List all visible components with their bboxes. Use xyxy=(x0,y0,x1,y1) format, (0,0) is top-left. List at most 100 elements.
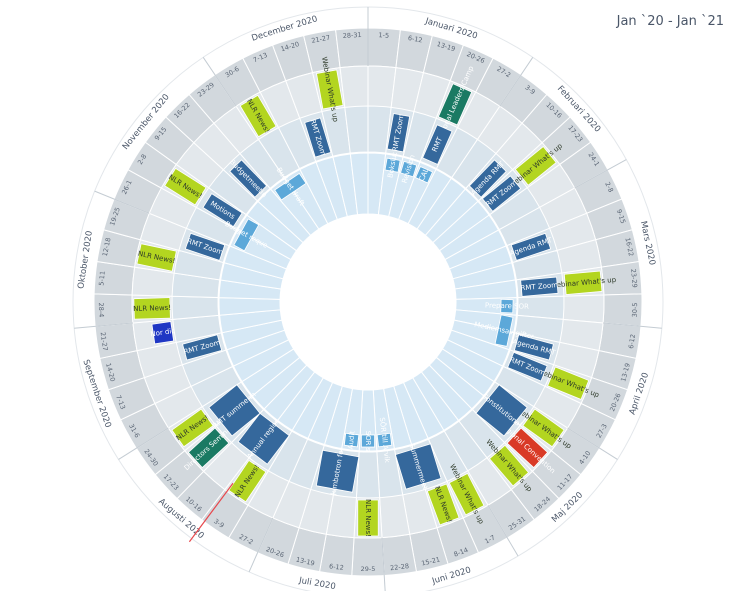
week-label: 6-12 xyxy=(329,562,345,572)
today-marker xyxy=(188,482,234,543)
week-label: 21-27 xyxy=(311,34,331,45)
event-rect xyxy=(182,334,223,361)
event-bar: RMT xyxy=(422,124,453,165)
event-rect xyxy=(514,146,557,186)
event-rect xyxy=(400,160,418,178)
week-label: 1-5 xyxy=(378,31,389,40)
event-rect xyxy=(343,432,360,448)
event-bar: Webinar What's up xyxy=(550,270,617,296)
week-label: 6-12 xyxy=(627,334,637,350)
week-label: 6-12 xyxy=(407,34,423,44)
month-divider xyxy=(248,517,274,573)
week-label: 2-8 xyxy=(603,181,615,194)
week-label: 22-28 xyxy=(390,562,410,572)
week-label: 29-5 xyxy=(361,565,376,573)
event-rect xyxy=(229,159,268,198)
event-rect xyxy=(547,366,590,400)
event-rect xyxy=(187,427,230,469)
event-bar: Summermeet xyxy=(394,442,442,491)
week-label: 12-18 xyxy=(101,237,113,257)
event-bar: NLR News! xyxy=(133,297,171,320)
event-rect xyxy=(384,157,401,173)
inner-cell xyxy=(349,152,369,216)
event-label: NLR News! xyxy=(364,499,372,537)
event-bar: Annual region xyxy=(237,412,290,465)
event-rect xyxy=(136,243,177,272)
event-rect xyxy=(237,412,290,465)
event-rect xyxy=(510,232,552,261)
week-label: 1-7 xyxy=(483,534,496,546)
month-divider xyxy=(567,427,618,460)
event-rect xyxy=(394,443,442,490)
event-bar: CAL xyxy=(415,166,434,184)
event-bar: Nor dic xyxy=(150,321,176,345)
week-label: 16-22 xyxy=(623,237,635,257)
event-bar: NLR News! xyxy=(426,483,460,526)
event-rect xyxy=(506,427,549,469)
event-rect xyxy=(468,159,507,198)
event-bar: SOR s xyxy=(361,431,375,452)
event-rect xyxy=(316,69,344,110)
event-rect xyxy=(513,334,554,361)
month-divider xyxy=(603,322,662,329)
event-rect xyxy=(475,384,528,437)
event-bar: NLR News! xyxy=(136,243,177,272)
event-bar: Revision xyxy=(400,154,418,184)
event-rect xyxy=(228,459,267,503)
event-rect xyxy=(520,276,559,297)
event-rect xyxy=(184,232,226,261)
event-bar: RMT Zoom xyxy=(520,276,559,297)
event-bar: NLR News! xyxy=(228,459,267,503)
event-rect xyxy=(202,193,243,228)
event-label: Prepare SOR xyxy=(485,301,529,310)
event-rect xyxy=(507,351,548,382)
event-rect xyxy=(494,314,514,347)
middle-cell xyxy=(355,451,381,499)
event-rect xyxy=(315,449,360,493)
event-rect xyxy=(171,408,214,448)
event-bar: RMT Zoom xyxy=(386,113,411,153)
event-bar: Constitutional xyxy=(475,384,528,437)
event-bar: Bokslut xyxy=(384,151,401,179)
event-rect xyxy=(481,175,522,212)
event-rect xyxy=(488,444,530,487)
event-rect xyxy=(422,124,453,165)
event-rect xyxy=(304,117,332,158)
event-rect xyxy=(500,298,514,314)
week-label: 28-31 xyxy=(343,31,362,40)
event-label: NLR News! xyxy=(133,304,171,313)
wheel-center xyxy=(280,214,456,390)
event-bar: Audit xyxy=(343,430,360,450)
event-bar: Prepare SOR xyxy=(485,298,529,314)
month-divider xyxy=(202,57,237,107)
middle-cell xyxy=(344,105,369,154)
month-divider xyxy=(94,190,150,214)
event-rect xyxy=(376,432,393,448)
event-rect xyxy=(437,83,473,126)
event-bar: RMT Zoom xyxy=(182,334,223,361)
event-label: Audit xyxy=(347,430,357,449)
event-rect xyxy=(208,384,261,437)
event-rect xyxy=(386,113,411,153)
month-divider xyxy=(574,159,627,189)
event-rect xyxy=(522,408,565,448)
event-rect xyxy=(357,499,379,537)
event-label: SOR s xyxy=(364,431,372,452)
week-label: 28-4 xyxy=(97,302,105,317)
event-rect xyxy=(233,218,260,252)
date-range-label: Jan `20 - Jan `21 xyxy=(616,14,724,29)
week-label: 23-29 xyxy=(629,269,639,289)
event-rect xyxy=(164,167,207,206)
event-bar: Jumbotron for xyxy=(315,447,360,497)
event-rect xyxy=(151,321,175,345)
week-label: 21-27 xyxy=(99,331,110,351)
event-rect xyxy=(426,483,460,526)
month-divider xyxy=(74,322,133,329)
event-label: RMT Zoom xyxy=(520,281,558,292)
week-label: 30-5 xyxy=(631,302,639,317)
event-rect xyxy=(239,94,277,138)
month-divider xyxy=(118,427,169,460)
event-bar: NLR News! xyxy=(357,499,379,537)
event-rect xyxy=(133,297,171,320)
